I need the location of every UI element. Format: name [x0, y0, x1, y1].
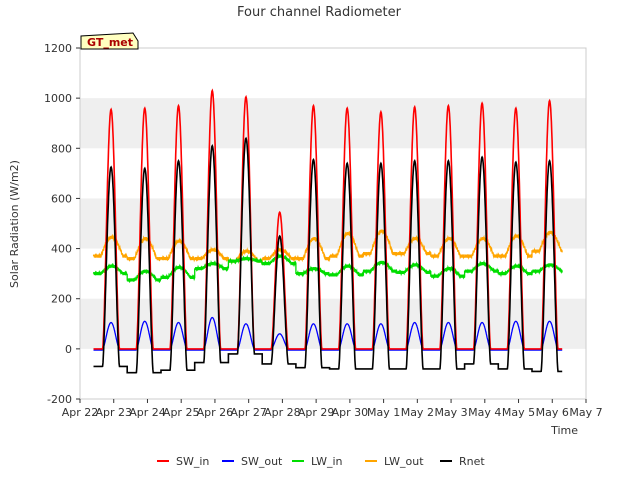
legend-label: LW_in	[311, 455, 343, 468]
series-line-lw-out	[92, 229, 563, 265]
series-line-lw-in	[92, 252, 563, 284]
y-tick-label: -200	[47, 393, 72, 406]
grid-band	[80, 98, 586, 149]
y-axis-label: Solar Radiation (W/m2)	[8, 160, 21, 288]
series-layer	[92, 88, 563, 374]
grid-band	[80, 198, 586, 249]
x-tick-label: Apr 27	[230, 406, 267, 419]
y-tick-label: 1200	[44, 42, 72, 55]
grid-band	[80, 298, 586, 349]
legend-item-lw-out: LW_out	[365, 455, 424, 468]
x-tick-label: May 1	[367, 406, 400, 419]
site-annotation-label: GT_met	[87, 36, 133, 49]
x-tick-label: Apr 28	[264, 406, 301, 419]
legend-item-sw-in: SW_in	[157, 455, 209, 468]
legend-label: LW_out	[384, 455, 424, 468]
y-tick-label: 800	[51, 142, 72, 155]
legend-item-rnet: Rnet	[440, 455, 485, 468]
site-annotation-box	[80, 32, 139, 50]
legend-label: Rnet	[459, 455, 485, 468]
plot-frame	[79, 47, 587, 400]
x-tick-label: Apr 29	[298, 406, 335, 419]
legend-item-sw-out: SW_out	[222, 455, 283, 468]
x-tick-label: May 6	[536, 406, 569, 419]
x-tick-label: Apr 25	[163, 406, 200, 419]
x-tick-label: May 2	[401, 406, 434, 419]
legend: SW_in SW_out LW_in LW_out Rnet	[157, 455, 485, 468]
x-tick-label: May 4	[468, 406, 501, 419]
x-tick-label: Apr 30	[332, 406, 369, 419]
y-tick-label: 1000	[44, 92, 72, 105]
plot-background-bands	[80, 98, 586, 349]
x-tick-label: Apr 23	[95, 406, 132, 419]
x-tick-label: Apr 24	[129, 406, 166, 419]
y-tick-label: 600	[51, 192, 72, 205]
y-tick-label: 400	[51, 243, 72, 256]
x-tick-label: May 7	[569, 406, 602, 419]
legend-label: SW_in	[176, 455, 209, 468]
chart-title: Four channel Radiometer	[237, 5, 402, 20]
legend-label: SW_out	[241, 455, 283, 468]
series-line-rnet	[93, 136, 563, 374]
legend-item-lw-in: LW_in	[292, 455, 343, 468]
x-tick-label: May 3	[434, 406, 467, 419]
x-tick-label: Apr 26	[197, 406, 234, 419]
site-annotation: GT_met	[80, 32, 139, 50]
y-tick-label: 0	[65, 343, 72, 356]
y-tick-label: 200	[51, 293, 72, 306]
x-axis-label: Time	[550, 424, 578, 437]
x-tick-label: May 5	[502, 406, 535, 419]
y-axis: -200 0 200 400 600 800 1000 1200	[44, 42, 80, 406]
x-tick-label: Apr 22	[62, 406, 99, 419]
